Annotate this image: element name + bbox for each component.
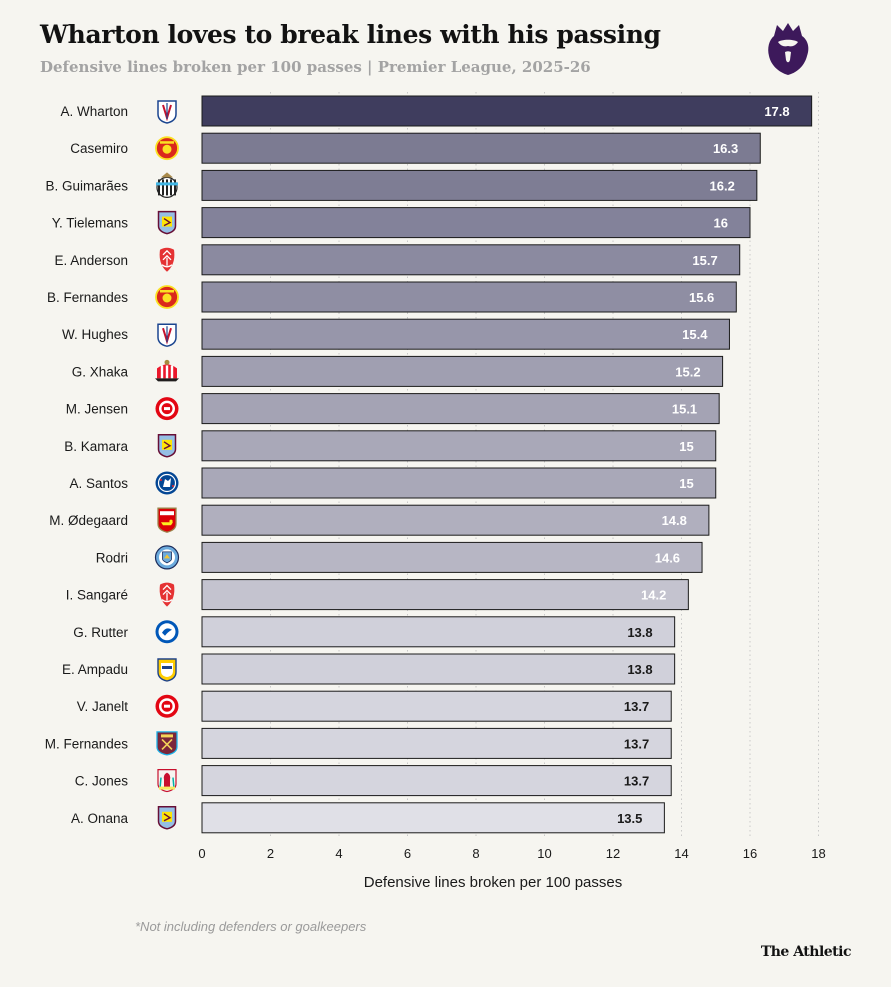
player-label: B. Fernandes: [47, 290, 128, 305]
value-label: 17.8: [764, 104, 789, 119]
value-label: 15.6: [689, 290, 714, 305]
value-label: 14.6: [655, 550, 680, 565]
player-label: Casemiro: [70, 141, 128, 156]
value-label: 13.8: [627, 662, 652, 677]
footnote: *Not including defenders or goalkeepers: [135, 919, 367, 934]
value-label: 15: [679, 439, 693, 454]
value-label: 14.8: [662, 513, 687, 528]
x-tick-label: 16: [743, 846, 757, 861]
value-label: 13.5: [617, 811, 642, 826]
bar: [201, 765, 672, 797]
bar-chart: A. Wharton 17.8 Casemiro 16.3 B. Guimarães 16…: [45, 92, 826, 891]
player-label: A. Onana: [71, 811, 129, 826]
player-label: G. Rutter: [73, 625, 128, 640]
bar: [201, 132, 761, 164]
bar: [201, 467, 717, 499]
bar: [201, 727, 672, 759]
west-ham-icon: [156, 731, 178, 756]
crystal-palace-icon: [157, 100, 177, 124]
bar: [201, 169, 758, 201]
nottm-forest-icon: [159, 582, 175, 607]
value-label: 13.7: [624, 736, 649, 751]
bar: [201, 95, 813, 127]
player-label: W. Hughes: [62, 327, 128, 342]
player-label: M. Fernandes: [45, 736, 129, 751]
x-tick-label: 12: [606, 846, 620, 861]
player-label: Rodri: [96, 550, 128, 565]
x-tick-label: 14: [674, 846, 688, 861]
player-label: M. Ødegaard: [49, 513, 128, 528]
premier-league-lion-icon: [768, 23, 809, 75]
player-label: B. Kamara: [64, 439, 128, 454]
value-label: 13.7: [624, 699, 649, 714]
man-utd-icon: [155, 285, 179, 309]
value-label: 16.2: [710, 178, 735, 193]
x-tick-label: 18: [811, 846, 825, 861]
aston-villa-icon: [157, 210, 177, 235]
bar: [201, 504, 710, 536]
brand-logo: The Athletic: [760, 944, 852, 960]
crystal-palace-icon: [157, 323, 177, 347]
x-tick-label: 2: [267, 846, 274, 861]
chart-subtitle: Defensive lines broken per 100 passes | …: [40, 58, 591, 76]
chelsea-icon: [155, 471, 179, 495]
aston-villa-icon: [157, 806, 177, 830]
bar: [201, 579, 689, 611]
value-label: 15.4: [682, 327, 708, 342]
bar: [201, 318, 730, 350]
player-label: B. Guimarães: [45, 178, 128, 193]
value-label: 14.2: [641, 588, 666, 603]
bar: [201, 207, 751, 239]
aston-villa-icon: [157, 434, 177, 458]
x-axis-label: Defensive lines broken per 100 passes: [364, 874, 623, 891]
player-label: A. Wharton: [60, 104, 128, 119]
man-city-icon: [154, 545, 180, 570]
x-tick-label: 8: [472, 846, 479, 861]
value-label: 13.7: [624, 774, 649, 789]
bar: [201, 653, 676, 685]
bar: [201, 244, 741, 276]
value-label: 15: [679, 476, 693, 491]
value-label: 15.7: [692, 253, 717, 268]
player-label: C. Jones: [75, 774, 129, 789]
bar: [201, 541, 703, 573]
leeds-icon: [157, 658, 177, 682]
bar: [201, 430, 717, 462]
bar: [201, 690, 672, 722]
player-label: E. Ampadu: [62, 662, 128, 677]
chart-title: Wharton loves to break lines with his pa…: [40, 20, 661, 49]
player-label: Y. Tielemans: [52, 216, 129, 231]
x-tick-label: 6: [404, 846, 411, 861]
value-label: 13.8: [627, 625, 652, 640]
bar: [201, 616, 676, 648]
man-utd-icon: [155, 136, 179, 161]
player-label: E. Anderson: [54, 253, 128, 268]
value-label: 16.3: [713, 141, 738, 156]
liverpool-icon: [157, 769, 177, 793]
player-label: I. Sangaré: [66, 588, 128, 603]
value-label: 16: [714, 216, 728, 231]
player-label: V. Janelt: [77, 699, 129, 714]
player-label: G. Xhaka: [72, 364, 129, 379]
sunderland-icon: [155, 359, 179, 382]
nottm-forest-icon: [159, 247, 175, 272]
brighton-icon: [155, 620, 179, 644]
bar: [201, 393, 720, 425]
bar: [201, 281, 737, 313]
player-label: A. Santos: [69, 476, 128, 491]
x-tick-label: 10: [537, 846, 551, 861]
newcastle-icon: [156, 172, 178, 198]
brentford-icon: [155, 397, 179, 421]
x-tick-label: 4: [335, 846, 342, 861]
bar: [201, 802, 665, 834]
arsenal-icon: [157, 507, 177, 533]
bar: [201, 355, 724, 387]
x-tick-label: 0: [198, 846, 205, 861]
value-label: 15.2: [675, 364, 700, 379]
player-label: M. Jensen: [66, 402, 128, 417]
brentford-icon: [155, 694, 179, 718]
value-label: 15.1: [672, 402, 697, 417]
